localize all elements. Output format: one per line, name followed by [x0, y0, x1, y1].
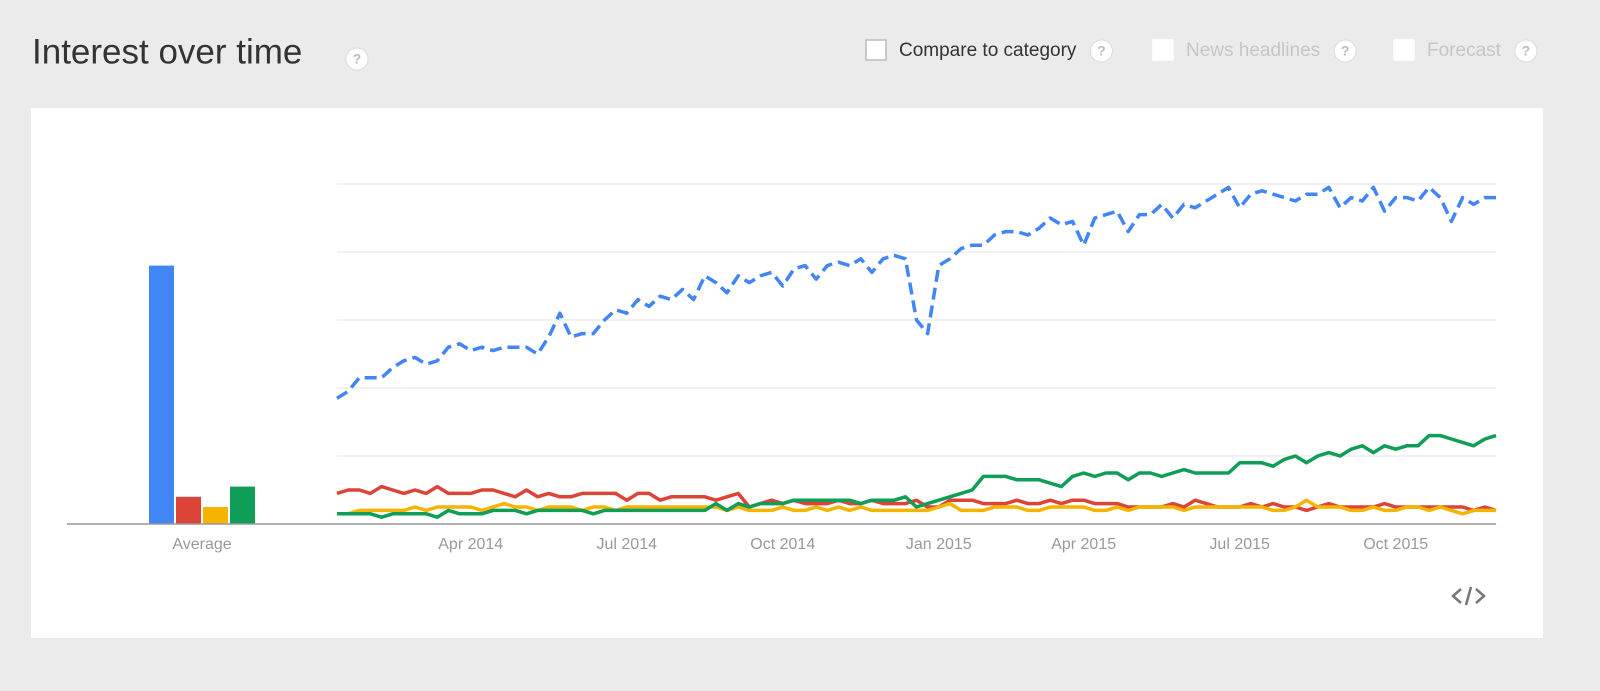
help-mark: ?	[353, 51, 362, 67]
x-tick-label: Oct 2014	[750, 536, 815, 553]
trend-line	[336, 185, 1496, 400]
x-tick-label: Oct 2015	[1363, 536, 1428, 553]
x-tick-label: Jul 2015	[1209, 536, 1270, 553]
trend-line	[337, 498, 1496, 516]
options: Compare to category? News headlines? Forec…	[865, 39, 1538, 63]
checkbox[interactable]	[865, 39, 887, 61]
option-label[interactable]: Compare to category	[899, 40, 1077, 61]
trend-line	[337, 433, 1497, 519]
x-tick-label: Apr 2015	[1051, 536, 1116, 553]
help-icon[interactable]	[1333, 39, 1357, 63]
embed-icon[interactable]	[1451, 586, 1486, 606]
title-help[interactable]: ?	[345, 47, 369, 71]
bar-category-label: Average	[172, 536, 231, 553]
x-tick-label: Jan 2015	[906, 536, 972, 553]
plot: Average Apr 2014 Jul 2014 Oct 2014 Jan 2015 A…	[67, 183, 1497, 553]
page-title: Interest over time	[32, 32, 302, 71]
average-bar	[230, 486, 255, 524]
embed-bracket[interactable]	[1475, 588, 1486, 604]
checkbox	[1393, 39, 1415, 61]
embed-bracket[interactable]	[1451, 588, 1462, 604]
help-mark: ?	[1097, 43, 1106, 59]
option-label: Forecast	[1427, 40, 1502, 61]
average-bar	[149, 265, 174, 524]
embed-slash[interactable]	[1464, 586, 1473, 606]
x-tick-label: Apr 2014	[438, 536, 503, 553]
chart-card	[31, 108, 1543, 638]
help-mark: ?	[1522, 43, 1531, 59]
trend-line	[336, 484, 1497, 513]
help-icon[interactable]	[345, 47, 369, 71]
checkbox	[1152, 39, 1174, 61]
help-mark: ?	[1341, 43, 1350, 59]
average-bar	[176, 496, 201, 524]
help-icon[interactable]	[1514, 39, 1538, 63]
x-tick-label: Jul 2014	[597, 536, 658, 553]
option-label: News headlines	[1186, 40, 1320, 61]
average-bar	[203, 507, 228, 524]
help-icon[interactable]	[1089, 39, 1113, 63]
